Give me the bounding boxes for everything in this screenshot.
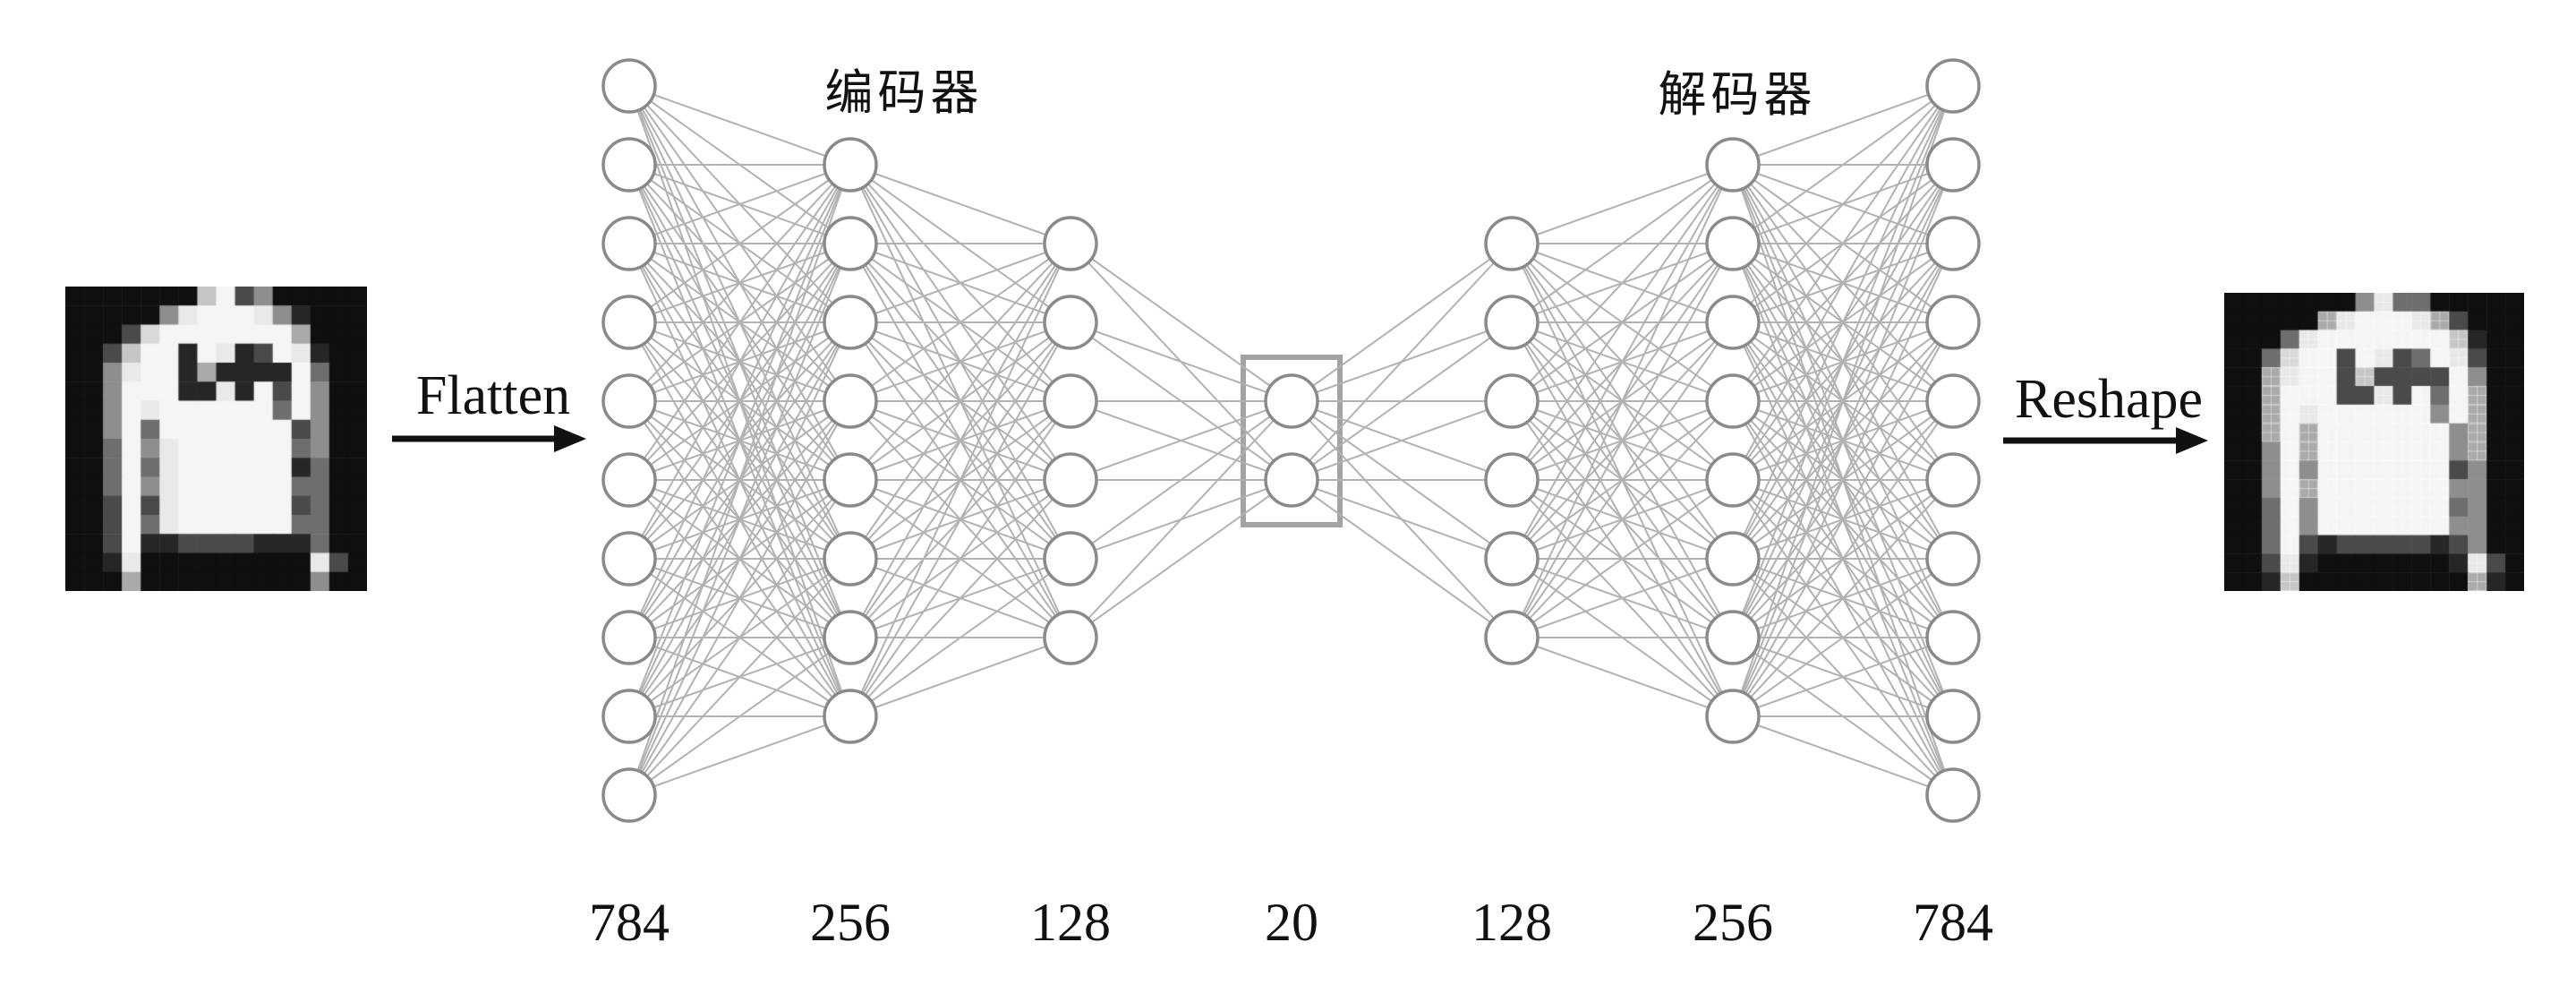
layer-size-label-dec-128: 128 [1471, 893, 1552, 952]
layer-size-label-output-784: 784 [1913, 893, 1993, 952]
layer-size-label-input-784: 784 [589, 893, 670, 952]
layer-size-label-latent-20: 20 [1265, 893, 1318, 952]
layer-size-label-dec-256: 256 [1693, 893, 1773, 952]
layer-size-label-enc-256: 256 [810, 893, 891, 952]
encoder-label: 编码器 [824, 66, 984, 120]
reconstructed-image [2224, 293, 2524, 591]
flatten-label: Flatten [415, 365, 571, 426]
input-image [65, 287, 367, 591]
decoder-label: 解码器 [1658, 68, 1817, 122]
layer-size-label-enc-128: 128 [1030, 893, 1111, 952]
reshape-label: Reshape [2014, 369, 2204, 430]
